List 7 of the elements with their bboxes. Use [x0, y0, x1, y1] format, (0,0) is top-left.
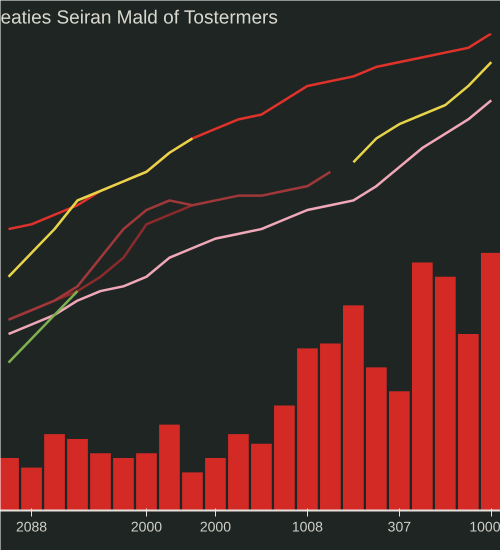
x-tick-label: 2088: [16, 518, 48, 534]
x-tick-label: 1008: [292, 518, 324, 534]
x-tick-label: 1000: [469, 518, 500, 534]
x-tick-label: 307: [388, 518, 412, 534]
chart-title: eaties Seiran Mald of Tostermers: [0, 8, 278, 28]
x-tick-label: 2000: [130, 518, 162, 534]
x-tick-label: 2000: [200, 518, 232, 534]
